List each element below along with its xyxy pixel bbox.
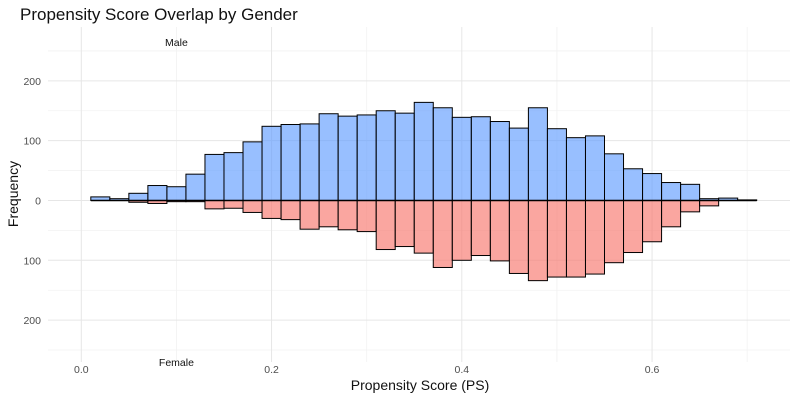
female-bar: [394, 199, 415, 248]
male-bar: [642, 173, 663, 201]
male-bar: [527, 107, 548, 201]
male-bar: [489, 121, 510, 201]
female-bar: [680, 199, 701, 213]
male-bar: [242, 141, 263, 201]
y-tick-label: 100: [23, 136, 41, 148]
female-bar: [661, 199, 682, 228]
male-bar: [432, 107, 453, 201]
female-bar: [489, 199, 510, 262]
male-bar: [394, 112, 415, 201]
female-bar: [261, 199, 282, 219]
male-bar: [318, 113, 339, 201]
female-bar: [242, 199, 263, 213]
male-bar: [337, 115, 358, 201]
female-bar: [642, 199, 663, 243]
chart-title: Propensity Score Overlap by Gender: [20, 5, 298, 24]
x-tick-label: 0.6: [645, 364, 660, 376]
annotation-female: Female: [159, 357, 194, 369]
male-bar: [680, 183, 701, 201]
female-bar: [451, 199, 472, 261]
male-bar: [299, 123, 320, 201]
male-bar: [546, 128, 567, 201]
male-bar: [185, 173, 206, 201]
male-bar: [413, 101, 434, 201]
female-bar: [565, 199, 586, 278]
female-bars: [128, 199, 720, 282]
annotation-male: Male: [165, 37, 188, 49]
male-bar: [623, 168, 644, 201]
male-bar: [147, 185, 168, 201]
male-bar: [451, 116, 472, 201]
male-bar: [280, 124, 301, 201]
y-tick-label: 100: [23, 255, 41, 267]
male-bar: [223, 152, 244, 201]
female-bar: [470, 199, 491, 257]
female-bar: [604, 199, 625, 264]
y-tick-label: 200: [23, 315, 41, 327]
female-bar: [432, 199, 453, 268]
male-bar: [261, 125, 282, 201]
female-bar: [527, 199, 548, 282]
male-bar: [166, 186, 187, 201]
annotations: Male Female: [159, 37, 194, 369]
female-bar: [375, 199, 396, 251]
female-bar: [356, 199, 377, 233]
x-tick-label: 0.2: [264, 364, 279, 376]
y-axis-ticks: 200 100 0 100 200: [23, 76, 41, 327]
male-bar: [565, 137, 586, 201]
female-bar: [299, 199, 320, 230]
female-bar: [337, 199, 358, 231]
female-bar: [508, 199, 529, 274]
female-bar: [280, 199, 301, 221]
y-tick-label: 200: [23, 76, 41, 88]
male-bar: [128, 192, 149, 201]
male-bar: [584, 135, 606, 201]
male-bars: [90, 101, 758, 201]
x-tick-label: 0.0: [74, 364, 89, 376]
x-axis-title: Propensity Score (PS): [351, 377, 490, 393]
x-tick-label: 0.4: [455, 364, 470, 376]
male-bar: [508, 127, 529, 201]
male-bar: [604, 153, 625, 201]
female-bar: [223, 199, 244, 209]
x-axis-ticks: 0.0 0.2 0.4 0.6: [74, 364, 660, 376]
female-bar: [413, 199, 434, 254]
male-bar: [661, 182, 682, 201]
female-bar: [699, 199, 720, 207]
y-axis-title: Frequency: [5, 161, 21, 227]
female-bar: [546, 199, 567, 278]
male-bar: [204, 153, 225, 201]
male-bar: [375, 110, 396, 201]
male-bar: [356, 114, 377, 201]
female-bar: [623, 199, 644, 254]
female-bar: [204, 199, 225, 210]
male-bar: [470, 116, 491, 201]
y-tick-label: 0: [35, 195, 41, 207]
female-bar: [318, 199, 339, 228]
female-bar: [584, 199, 606, 275]
